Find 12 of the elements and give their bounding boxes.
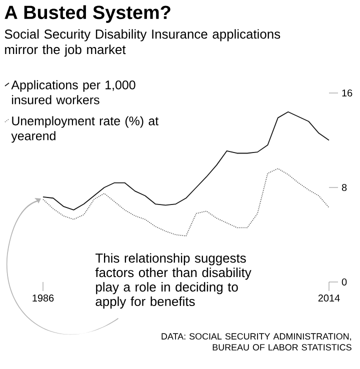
y-tick-label: 0 xyxy=(342,278,347,286)
legend-label: Unemployment rate (%) at yearend xyxy=(11,116,158,143)
legend-label: Applications per 1,000 insured workers xyxy=(11,80,136,104)
x-tick-label: 1986 xyxy=(32,294,54,302)
y-tick-label: 16 xyxy=(342,89,352,97)
chart-subtitle: Social Security Disability Insurance applications mirror the job market xyxy=(4,29,280,57)
chart-title: A Busted System? xyxy=(4,5,170,23)
annotation: This relationship suggests factors other than disability play a role in deciding to apply for benefits xyxy=(95,253,252,309)
x-tick-label: 2014 xyxy=(318,294,340,302)
text: DATA: SOCIAL SECURITY ADMINISTRATION, BUREAU OF LABOR STATISTICS xyxy=(162,333,352,351)
y-tick-label: 8 xyxy=(342,184,347,192)
line-series xyxy=(42,168,330,236)
